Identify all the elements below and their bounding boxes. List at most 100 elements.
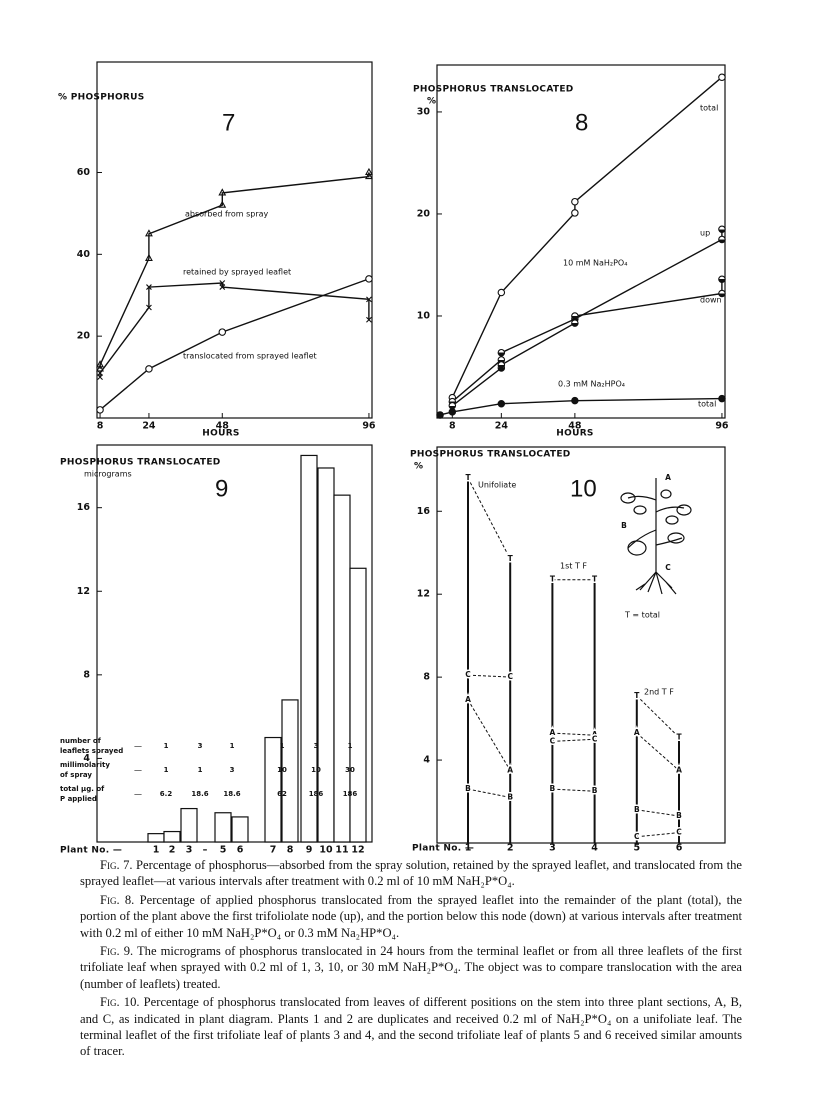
caption: Fig. 9. The micrograms of phosphorus tra… [80,943,742,992]
chart-title: PHOSPHORUS TRANSLOCATED [60,458,221,468]
table-cell: 1 [198,766,203,774]
marker [96,364,104,372]
marker [718,73,726,81]
row-separator: — [134,742,142,751]
point-letter: B [592,786,598,795]
x-tick-label: 96 [362,421,376,432]
point-letter: T [634,691,640,700]
point-letter: C [634,832,640,841]
bar [180,807,198,843]
bar [147,833,165,843]
plot-frame [436,446,726,844]
point-letter: T [508,554,514,563]
group-label: Unifoliate [478,481,516,490]
marker [571,319,579,327]
annotation: 0.3 mM Na₂HPO₄ [558,380,625,389]
x-tick-label: 7 [270,845,277,856]
x-tick-label: 8 [97,421,104,432]
x-tick-label: 24 [495,421,509,432]
table-cell: 3 [230,766,235,774]
marker [96,406,104,414]
row-label: leaflets sprayed [60,747,123,755]
marker [146,304,152,311]
series-label: total [700,104,718,113]
point-letter: A [465,695,471,704]
chart-title: PHOSPHORUS TRANSLOCATED [410,450,571,460]
x-tick-label: 11 [335,845,348,856]
chart-ylabel: % [414,462,423,472]
marker [497,399,506,408]
caption: Fig. 10. Percentage of phosphorus transl… [80,994,742,1060]
chart-title: PHOSPHORUS TRANSLOCATED [413,85,574,95]
x-tick-label: 8 [287,845,294,856]
table-cell: 1 [164,766,169,774]
point-letter: A [549,728,555,737]
series-label: translocated from sprayed leaflet [183,352,317,361]
x-tick-label: 10 [319,845,333,856]
point-letter: A [634,728,640,737]
series-line [451,229,723,403]
dashed-link [552,732,595,736]
group-label: 2nd T F [644,688,674,697]
table-cell: 3 [314,742,319,750]
point-letter: T [676,732,682,741]
x-tick-label: 9 [306,845,313,856]
dashed-link [552,788,595,792]
point-letter: A [592,730,598,739]
table-cell: 1 [164,742,169,750]
x-tick-label: 1 [153,845,160,856]
point-letter: T [465,473,471,482]
dashed-link [467,477,511,560]
chart-xlabel: Plant No. — [60,846,122,856]
x-tick-label: 2 [169,845,176,856]
y-tick-label: 20 [77,331,91,342]
point-letter: T [592,575,598,584]
y-tick-label: 8 [423,672,430,683]
x-tick-label: 3 [186,845,193,856]
table-cell: 1 [280,742,285,750]
point-letter: C [676,828,682,837]
marker [571,312,579,320]
chart-number: 7 [222,109,235,136]
marker [448,408,457,416]
point-letter: C [550,736,556,745]
row-label: number of [60,737,102,745]
marker [218,200,227,208]
y-tick-label: 12 [417,589,430,600]
caption: Fig. 7. Percentage of phosphorus—absorbe… [80,857,742,890]
bar [317,467,335,843]
chart-number: 9 [215,475,228,502]
marker [571,197,579,206]
x-tick-label: 12 [351,845,364,856]
marker [365,167,373,176]
marker [718,394,726,403]
point-letter: C [507,672,513,681]
marker [218,328,227,336]
caption-text: Percentage of applied phosphorus translo… [80,892,743,940]
diagram-label: C [665,563,671,572]
y-tick-label: 10 [417,310,431,321]
marker [145,365,153,373]
y-tick-label: 8 [83,669,90,680]
marker [497,288,506,297]
table-cell: 62 [277,790,287,798]
chart-xlabel: HOURS [556,429,593,439]
caption-label: Fig. 9. [100,944,134,959]
marker [365,275,373,283]
dashed-link [552,738,595,742]
y-tick-label: 30 [417,106,431,117]
point-letter: T [550,575,556,584]
x-tick-label: 6 [237,845,244,856]
y-tick-label: 4 [83,753,90,764]
point-letter: B [465,784,471,793]
bar [349,567,367,843]
point-letter: C [592,734,598,743]
bar [300,454,318,843]
x-tick-label: – [203,845,208,856]
diagram-label: A [665,473,671,482]
series-label: retained by sprayed leaflet [183,268,291,277]
marker [145,229,153,237]
marker [497,361,506,369]
marker [718,225,726,234]
series-line [439,397,722,416]
